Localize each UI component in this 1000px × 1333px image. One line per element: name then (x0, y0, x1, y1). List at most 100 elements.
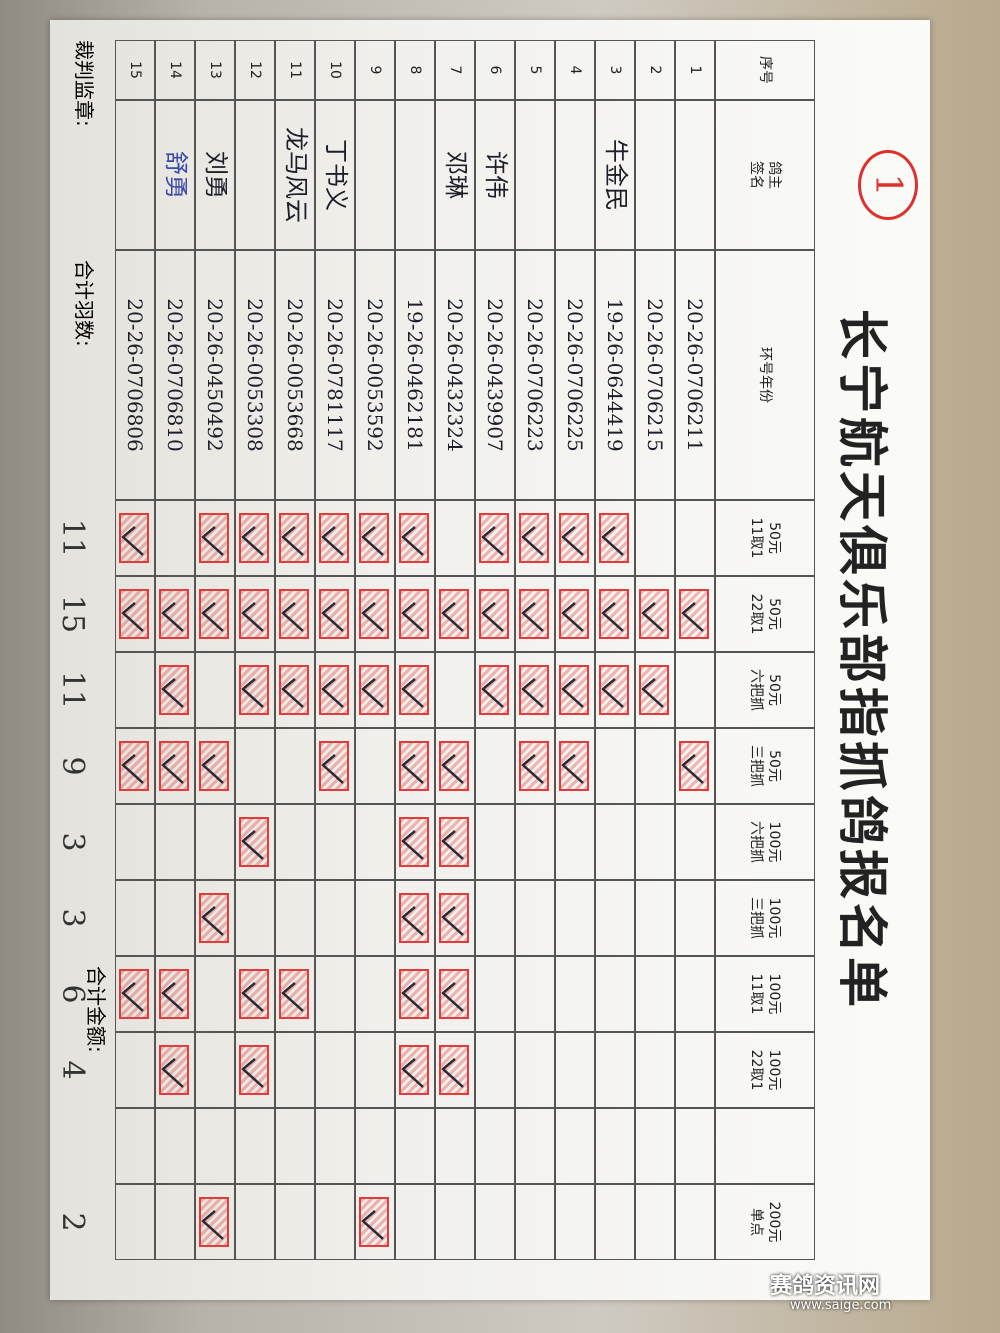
owner-name (635, 100, 675, 250)
entry-cell (275, 576, 315, 652)
amount-label: 合计金额: (84, 966, 108, 1053)
verified-stamp (519, 513, 549, 563)
entry-cell (675, 1184, 715, 1260)
header-cell: 100元 22取1 (715, 1032, 815, 1108)
entry-cell (555, 1108, 595, 1184)
entry-cell (115, 1032, 155, 1108)
column-total: 11 (55, 518, 90, 558)
verified-stamp (279, 665, 309, 715)
entry-cell (355, 1032, 395, 1108)
check-mark (401, 982, 424, 1012)
verified-stamp (439, 893, 469, 943)
verified-stamp (239, 589, 269, 639)
row-number: 5 (515, 40, 555, 100)
check-mark (281, 602, 304, 632)
entry-cell (555, 956, 595, 1032)
ring-number: 20-26-0439907 (475, 250, 515, 500)
entry-cell (395, 1032, 435, 1108)
entry-cell (435, 804, 475, 880)
verified-stamp (359, 665, 389, 715)
check-mark (601, 678, 624, 708)
check-mark (441, 754, 464, 784)
entry-cell (155, 804, 195, 880)
entry-cell (675, 1032, 715, 1108)
verified-stamp (359, 1197, 389, 1247)
entry-cell (275, 804, 315, 880)
ring-number: 20-26-0053592 (355, 250, 395, 500)
check-mark (121, 602, 144, 632)
check-mark (361, 602, 384, 632)
entry-cell (635, 1032, 675, 1108)
entry-cell (635, 1108, 675, 1184)
entry-cell (355, 500, 395, 576)
entry-cell (555, 576, 595, 652)
check-mark (201, 906, 224, 936)
entry-cell (595, 956, 635, 1032)
header-cell: 200元 单点 (715, 1184, 815, 1260)
entry-cell (235, 728, 275, 804)
check-mark (401, 678, 424, 708)
check-mark (401, 526, 424, 556)
check-mark (121, 982, 144, 1012)
verified-stamp (399, 893, 429, 943)
entry-cell (675, 1108, 715, 1184)
entry-cell (395, 728, 435, 804)
entry-cell (475, 880, 515, 956)
check-mark (441, 602, 464, 632)
verified-stamp (479, 513, 509, 563)
verified-stamp (559, 741, 589, 791)
check-mark (401, 906, 424, 936)
entry-cell (155, 1032, 195, 1108)
verified-stamp (159, 589, 189, 639)
check-mark (201, 754, 224, 784)
registration-form: 1 长宁航天俱乐部指抓鸽报名单 序号 鸽主 签名 环号年份 50元 11取1 50元 2… (50, 20, 930, 1300)
entry-cell (675, 500, 715, 576)
verified-stamp (199, 589, 229, 639)
column-total: 3 (55, 908, 90, 928)
verified-stamp (679, 589, 709, 639)
entry-cell (475, 1108, 515, 1184)
entry-cell (195, 500, 235, 576)
verified-stamp (239, 513, 269, 563)
entry-cell (595, 652, 635, 728)
check-mark (241, 602, 264, 632)
entry-cell (555, 1032, 595, 1108)
entry-cell (435, 1032, 475, 1108)
verified-stamp (599, 665, 629, 715)
row-number: 11 (275, 40, 315, 100)
verified-stamp (399, 589, 429, 639)
entry-cell (195, 652, 235, 728)
entry-cell (195, 1184, 235, 1260)
check-mark (241, 1058, 264, 1088)
verified-stamp (399, 1045, 429, 1095)
entry-cell (435, 1108, 475, 1184)
entry-cell (675, 728, 715, 804)
verified-stamp (319, 741, 349, 791)
verified-stamp (439, 969, 469, 1019)
column-total: 15 (55, 594, 90, 634)
form-title: 长宁航天俱乐部指抓鸽报名单 (833, 309, 891, 1011)
entry-cell (515, 576, 555, 652)
entry-cell (155, 576, 195, 652)
entry-cell (635, 728, 675, 804)
entry-cell (315, 1032, 355, 1108)
entry-cell (355, 728, 395, 804)
entry-cell (475, 652, 515, 728)
entry-cell (435, 576, 475, 652)
verified-stamp (559, 513, 589, 563)
check-mark (281, 526, 304, 556)
row-number: 14 (155, 40, 195, 100)
entry-cell (275, 500, 315, 576)
entry-cell (315, 880, 355, 956)
verified-stamp (439, 589, 469, 639)
header-cell: 鸽主 签名 (715, 100, 815, 250)
entry-cell (355, 804, 395, 880)
entry-cell (395, 804, 435, 880)
check-mark (201, 1210, 224, 1240)
check-mark (401, 1058, 424, 1088)
entry-cell (555, 500, 595, 576)
owner-name: 刘勇 (195, 100, 235, 250)
verified-stamp (119, 741, 149, 791)
ring-number: 20-26-0432324 (435, 250, 475, 500)
verified-stamp (159, 665, 189, 715)
